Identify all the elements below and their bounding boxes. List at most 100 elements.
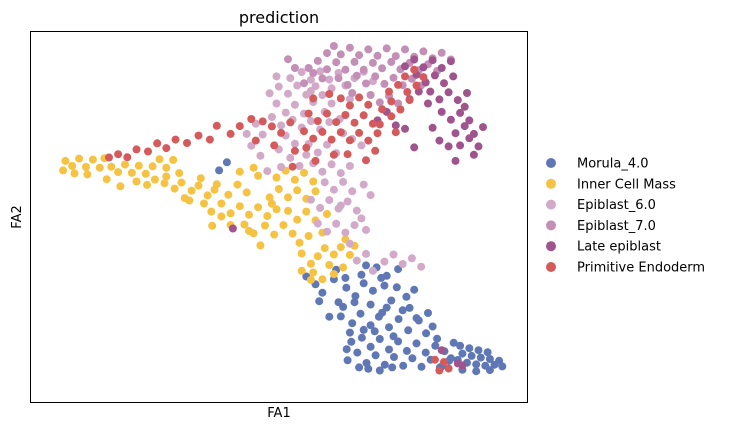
point-morula-4-0-56 [362, 261, 370, 270]
point-epiblast-6-0-66 [366, 191, 375, 200]
point-morula-4-0-38 [417, 362, 426, 371]
point-inner-cell-mass-19 [169, 155, 178, 164]
point-epiblast-7-0-44 [318, 74, 327, 83]
point-inner-cell-mass-68 [309, 268, 318, 277]
legend-label-epiblast-7-0: Epiblast_7.0 [577, 219, 656, 234]
point-epiblast-6-0-2 [284, 89, 292, 98]
point-epiblast-6-0-67 [357, 214, 366, 223]
point-morula-4-0-24 [385, 345, 393, 354]
point-late-epiblast-38 [458, 361, 467, 370]
point-inner-cell-mass-57 [300, 168, 308, 177]
point-inner-cell-mass-92 [162, 172, 171, 181]
point-morula-4-0-97 [355, 363, 364, 372]
legend-label-morula-4-0: Morula_4.0 [577, 157, 649, 172]
point-epiblast-6-0-54 [258, 130, 267, 139]
point-inner-cell-mass-79 [217, 212, 226, 221]
point-late-epiblast-10 [449, 72, 458, 81]
point-morula-4-0-98 [364, 364, 373, 373]
point-epiblast-6-0-75 [362, 249, 370, 258]
point-morula-4-0-3 [342, 283, 351, 292]
point-inner-cell-mass-64 [329, 250, 338, 259]
point-primitive-endoderm-31 [286, 118, 295, 127]
point-epiblast-6-0-43 [343, 197, 352, 206]
point-morula-4-0-1 [222, 158, 231, 167]
point-inner-cell-mass-35 [235, 202, 244, 211]
point-late-epiblast-31 [444, 142, 453, 151]
point-morula-4-0-69 [474, 346, 483, 355]
point-epiblast-7-0-48 [284, 55, 292, 64]
point-epiblast-6-0-74 [352, 256, 361, 265]
point-inner-cell-mass-54 [272, 173, 281, 182]
point-epiblast-6-0-57 [302, 150, 311, 159]
point-inner-cell-mass-10 [107, 162, 116, 171]
point-primitive-endoderm-0 [304, 109, 313, 118]
point-epiblast-7-0-47 [290, 64, 299, 72]
point-inner-cell-mass-86 [249, 163, 258, 172]
point-epiblast-7-0-10 [355, 51, 364, 60]
point-morula-4-0-9 [392, 283, 401, 292]
point-primitive-endoderm-27 [364, 100, 373, 109]
point-inner-cell-mass-0 [61, 156, 70, 165]
point-late-epiblast-21 [460, 122, 469, 131]
point-inner-cell-mass-85 [235, 167, 244, 176]
point-epiblast-6-0-40 [316, 203, 325, 212]
point-late-epiblast-35 [228, 224, 237, 233]
point-inner-cell-mass-33 [217, 199, 226, 208]
point-primitive-endoderm-35 [247, 115, 256, 123]
point-primitive-endoderm-63 [391, 128, 400, 137]
point-morula-4-0-92 [414, 316, 423, 325]
point-primitive-endoderm-38 [212, 121, 221, 130]
point-late-epiblast-27 [414, 87, 423, 96]
point-epiblast-6-0-3 [293, 81, 302, 90]
point-epiblast-6-0-14 [297, 68, 306, 76]
point-morula-4-0-46 [428, 322, 437, 331]
point-primitive-endoderm-3 [332, 118, 341, 127]
point-morula-4-0-70 [465, 344, 474, 353]
point-epiblast-6-0-0 [265, 89, 274, 98]
point-morula-4-0-58 [458, 349, 467, 358]
point-epiblast-6-0-47 [332, 219, 341, 228]
point-epiblast-7-0-7 [368, 58, 377, 67]
point-epiblast-7-0-46 [300, 79, 308, 88]
point-morula-4-0-31 [353, 348, 362, 357]
point-epiblast-6-0-16 [316, 67, 325, 76]
point-late-epiblast-12 [435, 95, 444, 104]
point-epiblast-6-0-45 [313, 219, 322, 228]
point-epiblast-7-0-12 [373, 51, 382, 60]
point-inner-cell-mass-25 [177, 178, 186, 187]
point-morula-4-0-10 [402, 292, 411, 301]
point-morula-4-0-68 [483, 348, 492, 357]
point-morula-4-0-75 [472, 367, 481, 376]
point-primitive-endoderm-7 [368, 119, 377, 128]
point-morula-4-0-37 [408, 354, 417, 363]
point-primitive-endoderm-1 [313, 117, 322, 125]
point-inner-cell-mass-31 [200, 199, 208, 208]
point-primitive-endoderm-46 [132, 145, 141, 154]
point-primitive-endoderm-69 [435, 366, 444, 375]
point-inner-cell-mass-84 [242, 188, 251, 197]
point-morula-4-0-6 [368, 286, 377, 295]
point-inner-cell-mass-71 [339, 263, 348, 272]
point-epiblast-7-0-9 [345, 43, 354, 52]
point-primitive-endoderm-36 [235, 122, 244, 131]
point-inner-cell-mass-6 [59, 166, 68, 175]
point-inner-cell-mass-49 [274, 185, 283, 193]
point-epiblast-6-0-89 [345, 95, 354, 104]
point-epiblast-6-0-48 [341, 228, 350, 237]
point-inner-cell-mass-37 [254, 203, 263, 212]
point-primitive-endoderm-55 [288, 162, 297, 171]
point-late-epiblast-11 [426, 87, 435, 96]
point-morula-4-0-17 [385, 323, 393, 332]
point-morula-4-0-14 [356, 309, 365, 318]
point-inner-cell-mass-44 [279, 221, 288, 230]
point-inner-cell-mass-3 [82, 163, 90, 171]
point-epiblast-6-0-73 [417, 262, 426, 271]
point-inner-cell-mass-14 [134, 161, 143, 170]
point-epiblast-6-0-83 [272, 72, 281, 81]
point-morula-4-0-85 [345, 328, 354, 337]
point-primitive-endoderm-18 [387, 97, 396, 106]
point-primitive-endoderm-54 [311, 156, 320, 165]
point-primitive-endoderm-53 [371, 146, 380, 155]
legend-marker-morula-4-0 [546, 158, 556, 168]
point-morula-4-0-20 [347, 337, 356, 346]
